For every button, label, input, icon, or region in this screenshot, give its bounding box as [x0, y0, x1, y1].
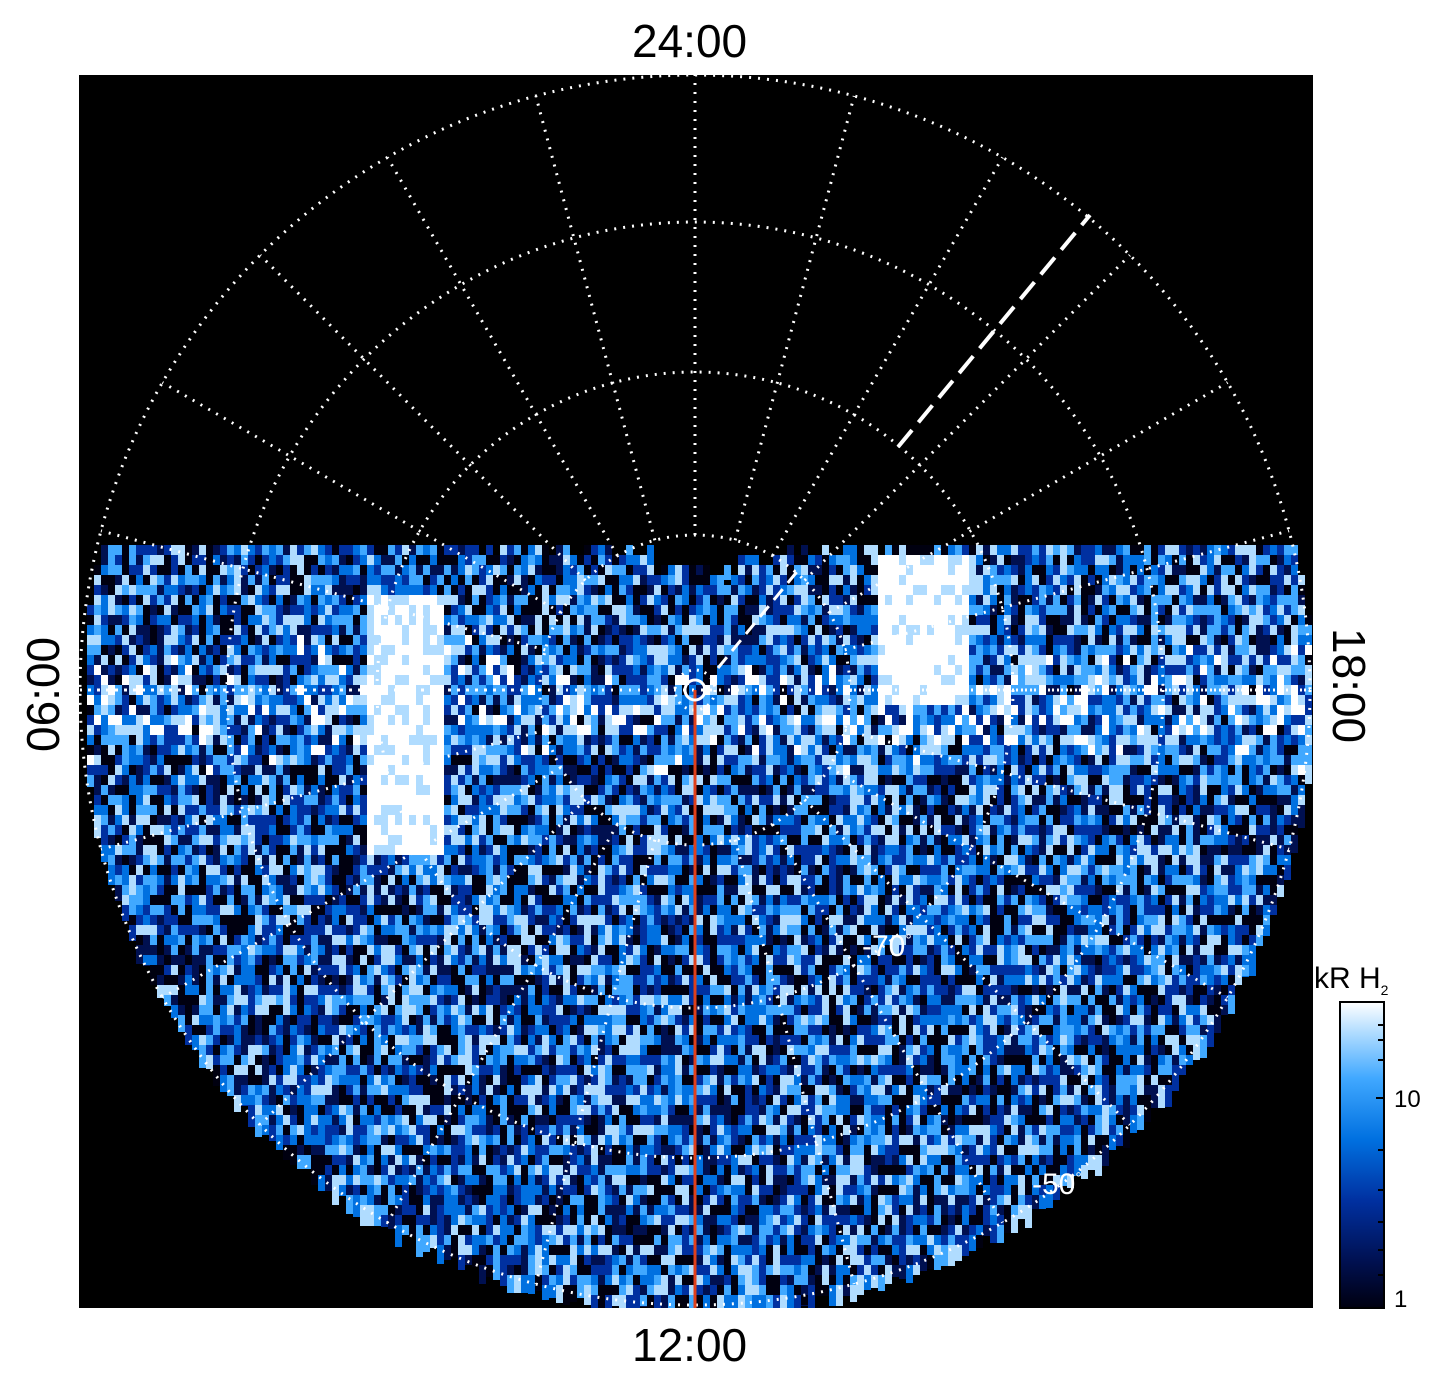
latitude-label-70: -70°	[862, 930, 912, 963]
colorbar-tick-1: 1	[1394, 1286, 1408, 1313]
pole-marker	[683, 678, 707, 702]
colorbar	[1339, 1001, 1385, 1309]
colorbar-title: kR H2	[1314, 962, 1389, 998]
local-time-label-dusk: 18:00	[1323, 628, 1375, 744]
local-time-label-midnight: 24:00	[632, 15, 748, 67]
local-time-label-dawn: 06:00	[17, 636, 69, 752]
auroral-emission-map	[87, 545, 1312, 1308]
latitude-label-50: -50°	[1032, 1168, 1082, 1201]
local-time-label-noon: 12:00	[632, 1319, 748, 1371]
colorbar-ticks	[1376, 1024, 1384, 1276]
pole-inner-circle	[673, 668, 717, 712]
latitude-circle	[225, 220, 1165, 1160]
dusk-dashed-line-outer	[896, 213, 1092, 449]
colorbar-tick-10: 10	[1394, 1086, 1421, 1113]
